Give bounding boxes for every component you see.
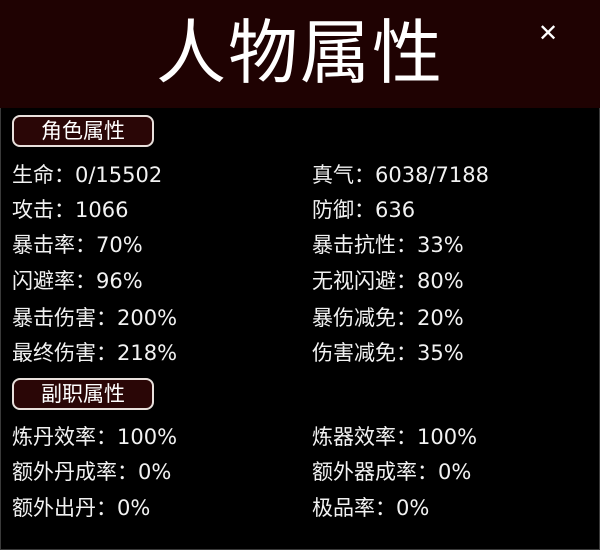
stat-label: 极品率： [312, 496, 396, 520]
stat-label: 闪避率： [12, 269, 96, 293]
stat-item: 最终伤害：218% [12, 339, 177, 367]
stat-value: 200% [117, 306, 178, 330]
stat-label: 额外出丹： [12, 496, 117, 520]
stat-item: 暴击抗性：33% [312, 231, 464, 259]
section-tab-1[interactable]: 副职属性 [12, 378, 154, 410]
stat-item: 闪避率：96% [12, 267, 143, 295]
stat-value: 33% [417, 233, 464, 257]
stat-value: 0/15502 [75, 163, 163, 187]
stat-item: 炼器效率：100% [312, 423, 477, 451]
stat-label: 伤害减免： [312, 341, 417, 365]
stat-label: 生命： [12, 163, 75, 187]
stat-value: 636 [375, 198, 416, 222]
stat-value: 96% [96, 269, 143, 293]
stat-item: 暴伤减免：20% [312, 304, 464, 332]
stat-label: 暴击抗性： [312, 233, 417, 257]
stat-label: 防御： [312, 198, 375, 222]
stat-item: 攻击：1066 [12, 196, 128, 224]
stat-item: 额外出丹：0% [12, 494, 150, 522]
stat-label: 炼器效率： [312, 425, 417, 449]
stat-item: 额外器成率：0% [312, 458, 471, 486]
stat-value: 70% [96, 233, 143, 257]
stat-label: 炼丹效率： [12, 425, 117, 449]
stat-label: 最终伤害： [12, 341, 117, 365]
page-title: 人物属性 [156, 12, 444, 94]
stat-item: 炼丹效率：100% [12, 423, 177, 451]
stat-label: 暴击率： [12, 233, 96, 257]
stat-label: 额外器成率： [312, 460, 438, 484]
stat-label: 额外丹成率： [12, 460, 138, 484]
stat-label: 真气： [312, 163, 375, 187]
stat-item: 暴击率：70% [12, 231, 143, 259]
stat-item: 无视闪避：80% [312, 267, 464, 295]
stat-item: 伤害减免：35% [312, 339, 464, 367]
stat-label: 无视闪避： [312, 269, 417, 293]
stat-value: 0% [438, 460, 472, 484]
stat-item: 暴击伤害：200% [12, 304, 177, 332]
stat-label: 暴击伤害： [12, 306, 117, 330]
stat-item: 额外丹成率：0% [12, 458, 171, 486]
stat-value: 1066 [75, 198, 129, 222]
stat-value: 0% [117, 496, 151, 520]
stat-value: 6038/7188 [375, 163, 489, 187]
stat-label: 攻击： [12, 198, 75, 222]
stat-label: 暴伤减免： [312, 306, 417, 330]
stat-value: 218% [117, 341, 178, 365]
stat-value: 0% [138, 460, 172, 484]
stat-item: 真气：6038/7188 [312, 161, 489, 189]
section-tab-0[interactable]: 角色属性 [12, 115, 154, 147]
stat-value: 20% [417, 306, 464, 330]
stat-item: 生命：0/15502 [12, 161, 162, 189]
stat-value: 100% [117, 425, 178, 449]
stat-value: 80% [417, 269, 464, 293]
stat-value: 0% [396, 496, 430, 520]
close-icon[interactable]: ✕ [538, 19, 559, 47]
stat-value: 100% [417, 425, 478, 449]
stat-item: 防御：636 [312, 196, 415, 224]
stat-item: 极品率：0% [312, 494, 429, 522]
stat-value: 35% [417, 341, 464, 365]
panel-header: 人物属性 ✕ [0, 0, 600, 108]
